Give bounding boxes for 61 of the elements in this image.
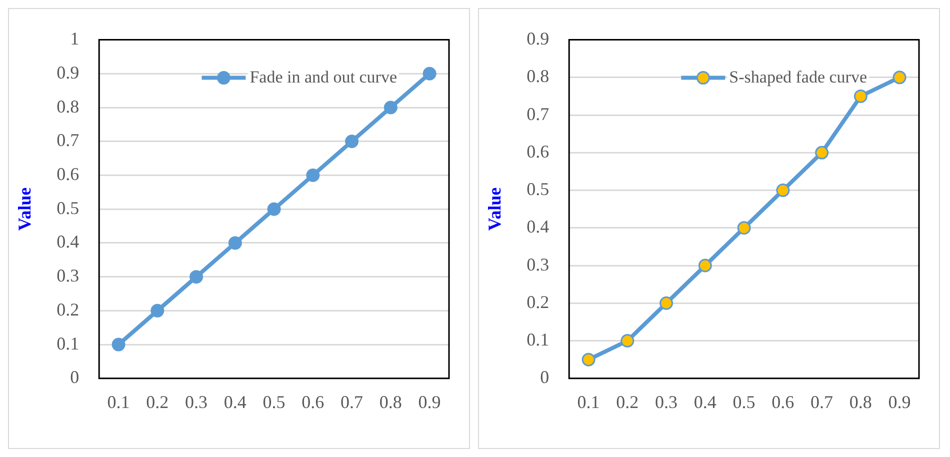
x-tick-label: 0.7 bbox=[340, 392, 364, 412]
x-tick-label: 0.4 bbox=[694, 392, 716, 412]
x-tick-label: 0.2 bbox=[616, 392, 639, 412]
point bbox=[345, 134, 359, 148]
point bbox=[228, 236, 242, 250]
y-tick-label: 0.3 bbox=[56, 266, 80, 286]
point bbox=[306, 168, 320, 182]
x-tick-label: 0.1 bbox=[107, 392, 130, 412]
point bbox=[698, 258, 712, 272]
x-tick-label: 0.6 bbox=[772, 392, 794, 412]
y-tick-label: 0.7 bbox=[56, 130, 80, 150]
y-tick-label: 0.9 bbox=[526, 28, 550, 49]
y-tick-label: 0.4 bbox=[56, 232, 80, 252]
y-tick-label: 0.1 bbox=[526, 330, 550, 350]
y-tick-label: 0 bbox=[540, 367, 550, 388]
y-tick-label: 0.6 bbox=[526, 141, 550, 162]
x-tick-label: 0.3 bbox=[655, 392, 678, 412]
point bbox=[150, 304, 164, 318]
point bbox=[737, 221, 751, 235]
x-tick-label: 0.9 bbox=[418, 392, 441, 412]
x-tick-label: 0.8 bbox=[379, 392, 402, 412]
y-tick-label: 0 bbox=[70, 367, 80, 388]
y-tick-label: 0.2 bbox=[526, 292, 550, 312]
point bbox=[815, 146, 829, 160]
x-tick-label: 0.8 bbox=[849, 392, 872, 412]
y-tick-label: 0.5 bbox=[526, 179, 550, 200]
y-tick-label: 0.2 bbox=[56, 299, 80, 320]
x-tick-label: 0.4 bbox=[224, 392, 246, 412]
point bbox=[854, 89, 868, 103]
y-tick-label: 0.6 bbox=[56, 164, 80, 184]
y-tick-label: 0.1 bbox=[56, 333, 80, 354]
x-tick-label: 0.1 bbox=[577, 392, 600, 412]
y-tick-label: 1 bbox=[70, 28, 80, 49]
point bbox=[267, 202, 281, 216]
x-tick-label: 0.6 bbox=[302, 392, 324, 412]
point bbox=[892, 70, 906, 84]
x-tick-label: 0.3 bbox=[185, 392, 208, 412]
point bbox=[190, 270, 204, 284]
legend-label: S-shaped fade curve bbox=[729, 67, 867, 86]
x-tick-label: 0.5 bbox=[262, 392, 286, 412]
y-tick-label: 0.8 bbox=[526, 66, 550, 86]
point bbox=[620, 334, 634, 348]
legend-label: Fade in and out curve bbox=[250, 67, 398, 86]
x-tick-label: 0.9 bbox=[888, 392, 911, 412]
x-tick-label: 0.5 bbox=[732, 392, 756, 412]
y-tick-label: 0.3 bbox=[526, 254, 550, 274]
y-tick-label: 0.9 bbox=[56, 62, 80, 82]
y-tick-label: 0.4 bbox=[526, 216, 550, 237]
point bbox=[422, 66, 436, 80]
point bbox=[384, 100, 398, 114]
point bbox=[582, 352, 596, 366]
point bbox=[776, 184, 790, 198]
point bbox=[112, 338, 126, 352]
y-axis-title: Value bbox=[484, 187, 504, 231]
x-tick-label: 0.7 bbox=[810, 392, 834, 412]
y-axis-title: Value bbox=[14, 187, 34, 231]
point bbox=[660, 296, 674, 310]
x-tick-label: 0.2 bbox=[146, 392, 169, 412]
y-tick-label: 0.7 bbox=[526, 104, 550, 124]
y-tick-label: 0.5 bbox=[56, 198, 80, 218]
y-tick-label: 0.8 bbox=[56, 96, 80, 116]
